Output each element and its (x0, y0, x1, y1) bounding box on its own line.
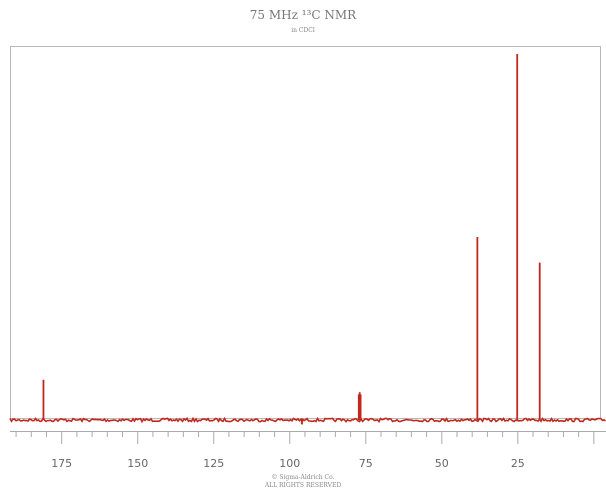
x-tick-label: 100 (279, 457, 300, 470)
copyright-line-2: ALL RIGHTS RESERVED (264, 482, 342, 489)
x-tick-label: 150 (127, 457, 148, 470)
x-tick-label: 125 (203, 457, 224, 470)
plot-frame (10, 46, 601, 419)
copyright-line-1: © Sigma-Aldrich Co. (271, 474, 335, 481)
x-tick-label: 50 (435, 457, 449, 470)
spectrum-baseline (9, 416, 606, 424)
chart-subtitle: in CDCl (291, 27, 315, 34)
x-tick-label: 25 (511, 457, 525, 470)
copyright-notice: © Sigma-Aldrich Co. ALL RIGHTS RESERVED (0, 474, 606, 490)
x-tick-label: 175 (51, 457, 72, 470)
x-tick-label: 75 (359, 457, 373, 470)
chart-title: 75 MHz ¹³C NMR (249, 8, 357, 22)
